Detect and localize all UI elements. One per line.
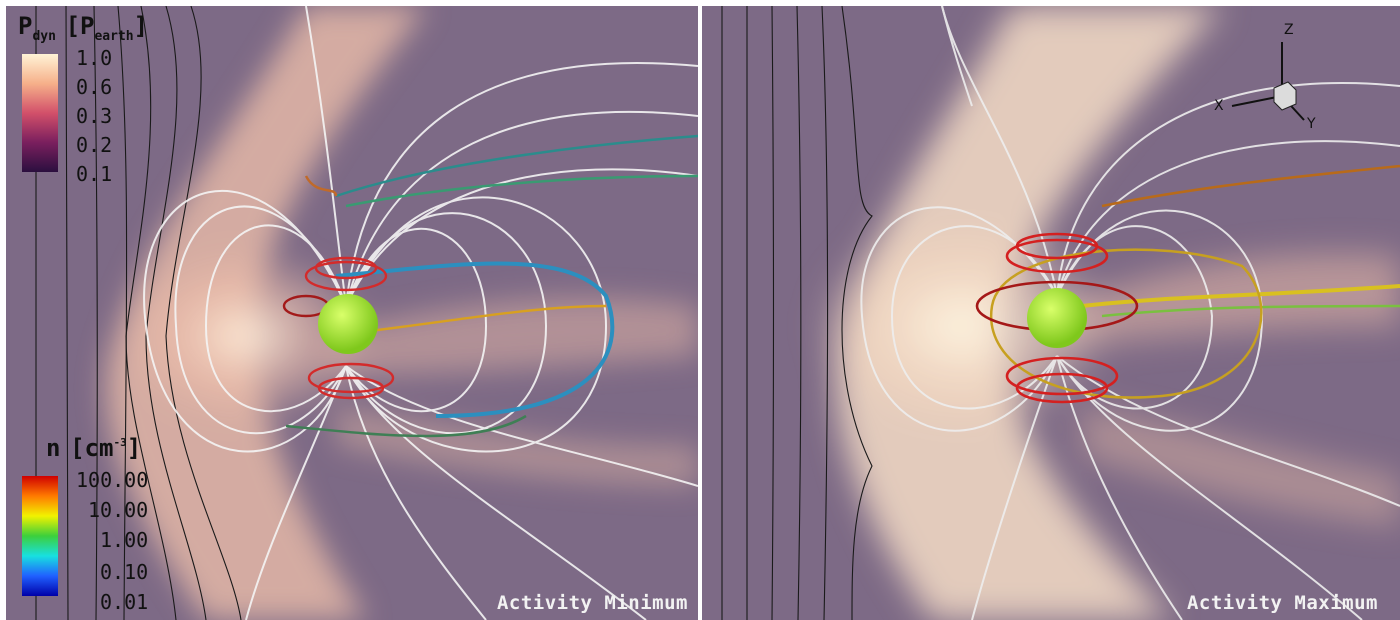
density-stream-lines xyxy=(285,134,698,438)
caption-activity-minimum: Activity Minimum xyxy=(496,592,688,614)
density-colorbar xyxy=(22,476,58,596)
planet xyxy=(1027,288,1087,348)
pdyn-tick-4: 0.2 xyxy=(76,133,113,157)
density-tick-3: 1.00 xyxy=(100,528,149,552)
caption-activity-maximum: Activity Maximum xyxy=(1186,592,1378,614)
axis-y-label: Y xyxy=(1307,116,1316,132)
panel-activity-minimum: Pdyn [Pearth] 1.0 0.6 0.3 0.2 0.1 n [cm-… xyxy=(6,6,698,620)
pdyn-tick-3: 0.3 xyxy=(76,104,113,128)
density-stream-lines xyxy=(989,164,1400,399)
planet xyxy=(318,294,378,354)
density-tick-5: 0.01 xyxy=(100,590,149,614)
density-legend-title: n [cm-3] xyxy=(46,434,142,462)
pdyn-tick-2: 0.6 xyxy=(76,75,113,99)
axis-x-label: X xyxy=(1214,98,1224,114)
density-tick-2: 10.00 xyxy=(88,498,149,522)
pdyn-legend-title: Pdyn [Pearth] xyxy=(18,12,149,44)
magnetosphere-scene-max xyxy=(702,6,1400,620)
solar-wind-field-lines xyxy=(721,6,873,620)
pdyn-tick-5: 0.1 xyxy=(76,162,113,186)
axis-triad xyxy=(1231,42,1305,121)
magnetosphere-scene-min xyxy=(6,6,698,620)
pdyn-tick-1: 1.0 xyxy=(76,46,113,70)
polar-loops xyxy=(282,256,395,400)
pdyn-colorbar xyxy=(22,54,58,172)
density-tick-4: 0.10 xyxy=(100,560,149,584)
density-tick-1: 100.00 xyxy=(76,468,149,492)
axis-z-label: Z xyxy=(1284,22,1294,38)
pressure-sheath xyxy=(812,6,1400,620)
panel-activity-maximum: Z X Y Activity Maximum xyxy=(702,6,1400,620)
